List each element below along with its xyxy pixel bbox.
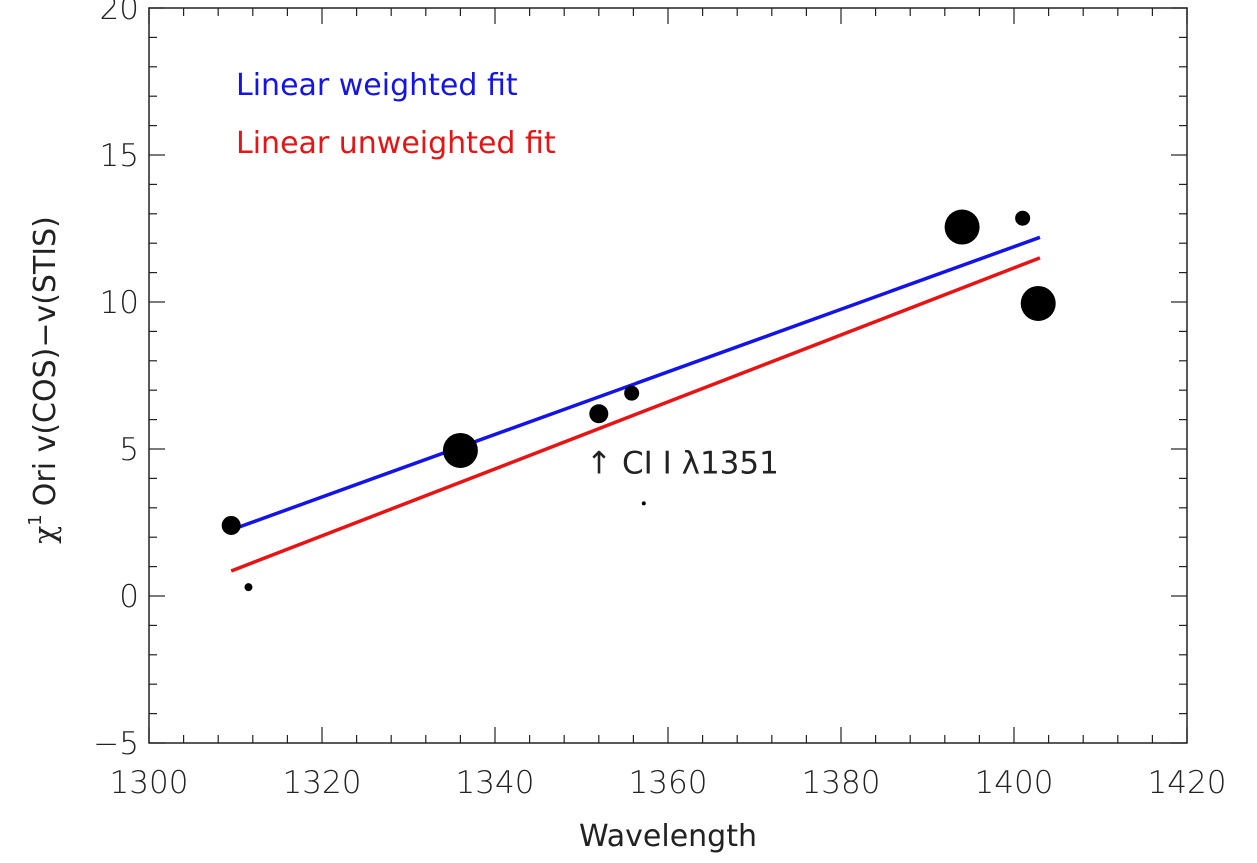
data-point — [944, 209, 980, 245]
x-tick-label: 1340 — [456, 765, 535, 801]
y-axis-title-symbol: χ — [28, 526, 63, 544]
legend-entry-weighted: Linear weighted fit — [236, 68, 518, 103]
y-tick-label: 10 — [100, 285, 139, 321]
y-axis-title: χ1 Ori v(COS)−v(STIS) — [25, 216, 63, 544]
data-point — [221, 515, 241, 535]
data-point — [1020, 285, 1056, 321]
legend: Linear weighted fit Linear unweighted fi… — [236, 68, 556, 161]
data-point — [641, 501, 646, 506]
x-tick-label: 1300 — [110, 765, 189, 801]
data-point — [244, 583, 253, 592]
x-axis-title: Wavelength — [579, 819, 757, 854]
y-tick-label: 15 — [100, 138, 139, 174]
y-tick-label: 0 — [119, 579, 139, 615]
x-tick-label: 1420 — [1148, 765, 1227, 801]
y-tick-label: −5 — [93, 726, 139, 762]
data-points — [221, 209, 1056, 592]
y-axis-title-text: Ori v(COS)−v(STIS) — [28, 216, 63, 506]
data-point — [442, 432, 478, 468]
y-tick-label: 5 — [119, 432, 139, 468]
legend-entry-unweighted: Linear unweighted fit — [236, 126, 556, 161]
y-axis-ticks: −5 0 5 10 15 20 — [93, 0, 1187, 762]
x-tick-label: 1380 — [802, 765, 881, 801]
x-tick-label: 1320 — [283, 765, 362, 801]
y-axis-title-group: χ1 Ori v(COS)−v(STIS) — [25, 216, 63, 544]
data-point — [624, 385, 640, 401]
x-tick-label: 1360 — [629, 765, 708, 801]
y-axis-title-superscript: 1 — [25, 514, 46, 525]
annotation-ci-line: ↑ CI I λ1351 — [586, 445, 779, 481]
weighted-fit-line — [230, 235, 1041, 532]
x-tick-label: 1400 — [975, 765, 1054, 801]
y-tick-label: 20 — [100, 0, 139, 27]
x-axis-ticks: 1300 1320 1340 1360 1380 1400 1420 — [110, 8, 1227, 801]
plot-frame — [148, 7, 1188, 744]
data-point — [589, 404, 609, 424]
fit-lines — [230, 235, 1041, 573]
unweighted-fit-line — [230, 256, 1041, 573]
data-point — [1015, 210, 1031, 226]
